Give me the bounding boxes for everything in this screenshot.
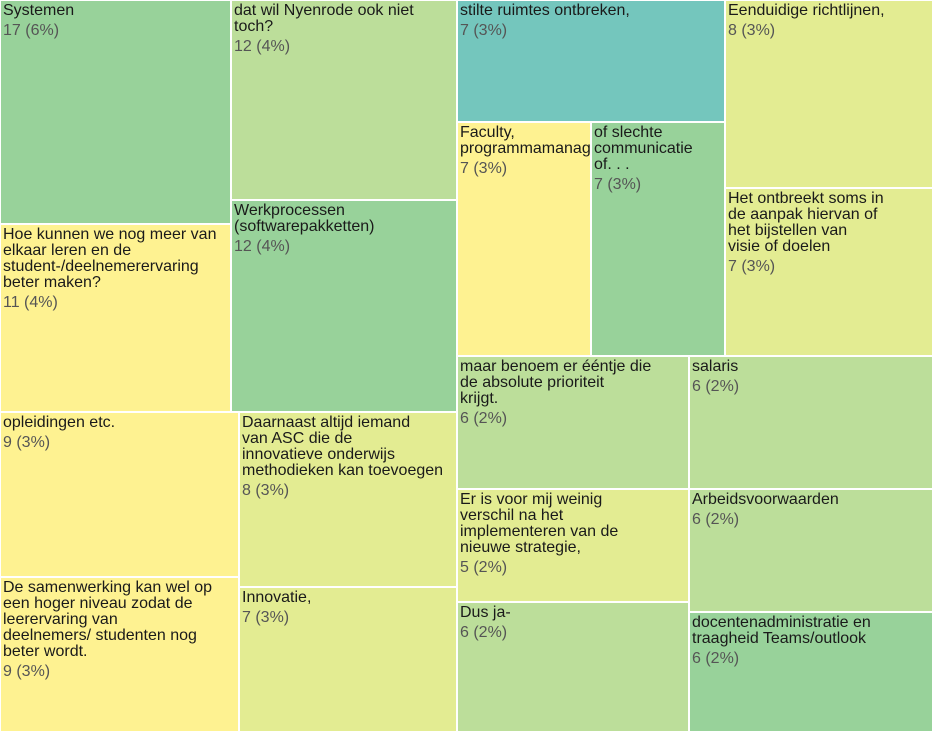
- tile-value: 8 (3%): [242, 482, 290, 499]
- tile-value: 9 (3%): [3, 663, 51, 680]
- tile-value: 6 (2%): [692, 511, 740, 528]
- tile-value: 6 (2%): [692, 378, 740, 395]
- tile-label: Er is voor mij weinig verschil na het im…: [460, 491, 619, 556]
- tile-value: 5 (2%): [460, 559, 508, 576]
- treemap-tile[interactable]: Hoe kunnen we nog meer van elkaar leren …: [0, 224, 231, 412]
- treemap-tile[interactable]: Arbeidsvoorwaarden 6 (2%): [689, 489, 933, 612]
- tile-value: 12 (4%): [234, 38, 291, 55]
- treemap-tile[interactable]: dat wil Nyenrode ook niet toch? 12 (4%): [231, 0, 457, 200]
- tile-label: salaris: [692, 358, 739, 375]
- tile-label: maar benoem er ééntje die de absolute pr…: [460, 358, 652, 407]
- treemap-tile[interactable]: De samenwerking kan wel op een hoger niv…: [0, 577, 239, 732]
- tile-label: Het ontbreekt soms in de aanpak hiervan …: [728, 190, 884, 255]
- tile-value: 6 (2%): [460, 624, 508, 641]
- tile-label: stilte ruimtes ontbreken,: [460, 2, 630, 19]
- tile-label: of slechte communicatie of. . .: [594, 124, 693, 173]
- treemap-tile[interactable]: opleidingen etc. 9 (3%): [0, 412, 239, 577]
- treemap-tile[interactable]: stilte ruimtes ontbreken, 7 (3%): [457, 0, 725, 122]
- tile-value: 7 (3%): [728, 258, 776, 275]
- treemap-tile[interactable]: Het ontbreekt soms in de aanpak hiervan …: [725, 188, 933, 356]
- tile-label: Daarnaast altijd iemand van ASC die de i…: [242, 414, 444, 479]
- tile-label: Arbeidsvoorwaarden: [692, 491, 839, 508]
- tile-label: Hoe kunnen we nog meer van elkaar leren …: [3, 226, 217, 291]
- tile-value: 7 (3%): [594, 176, 642, 193]
- tile-value: 7 (3%): [242, 609, 290, 626]
- tile-value: 17 (6%): [3, 22, 60, 39]
- tile-label: Eenduidige richtlijnen,: [728, 2, 885, 19]
- tile-value: 8 (3%): [728, 22, 776, 39]
- treemap-tile[interactable]: salaris 6 (2%): [689, 356, 933, 489]
- tile-label: Systemen: [3, 2, 75, 19]
- treemap-tile[interactable]: docentenadministratie en traagheid Teams…: [689, 612, 933, 732]
- treemap-tile[interactable]: maar benoem er ééntje die de absolute pr…: [457, 356, 689, 489]
- treemap-tile[interactable]: Daarnaast altijd iemand van ASC die de i…: [239, 412, 457, 587]
- treemap-tile[interactable]: Dus ja- 6 (2%): [457, 602, 689, 732]
- tile-value: 11 (4%): [3, 294, 58, 311]
- tile-label: Innovatie,: [242, 589, 312, 606]
- tile-value: 7 (3%): [460, 160, 508, 177]
- tile-value: 7 (3%): [460, 22, 508, 39]
- tile-label: Faculty, programmamanagement.: [460, 124, 591, 157]
- treemap-tile[interactable]: Eenduidige richtlijnen, 8 (3%): [725, 0, 933, 188]
- treemap-tile[interactable]: of slechte communicatie of. . . 7 (3%): [591, 122, 725, 356]
- treemap-tile[interactable]: Faculty, programmamanagement. 7 (3%): [457, 122, 591, 356]
- tile-value: 9 (3%): [3, 434, 51, 451]
- treemap-tile[interactable]: Innovatie, 7 (3%): [239, 587, 457, 732]
- tile-label: Dus ja-: [460, 604, 511, 621]
- tile-value: 6 (2%): [692, 650, 740, 667]
- tile-label: dat wil Nyenrode ook niet toch?: [234, 2, 414, 35]
- treemap-tile[interactable]: Systemen 17 (6%): [0, 0, 231, 224]
- tile-label: opleidingen etc.: [3, 414, 116, 431]
- treemap-tile[interactable]: Er is voor mij weinig verschil na het im…: [457, 489, 689, 602]
- tile-label: Werkprocessen (softwarepakketten): [234, 202, 375, 235]
- treemap-tile[interactable]: Werkprocessen (softwarepakketten) 12 (4%): [231, 200, 457, 412]
- tile-label: De samenwerking kan wel op een hoger niv…: [3, 579, 212, 660]
- tile-value: 12 (4%): [234, 238, 291, 255]
- tile-value: 6 (2%): [460, 410, 508, 427]
- tile-label: docentenadministratie en traagheid Teams…: [692, 614, 871, 647]
